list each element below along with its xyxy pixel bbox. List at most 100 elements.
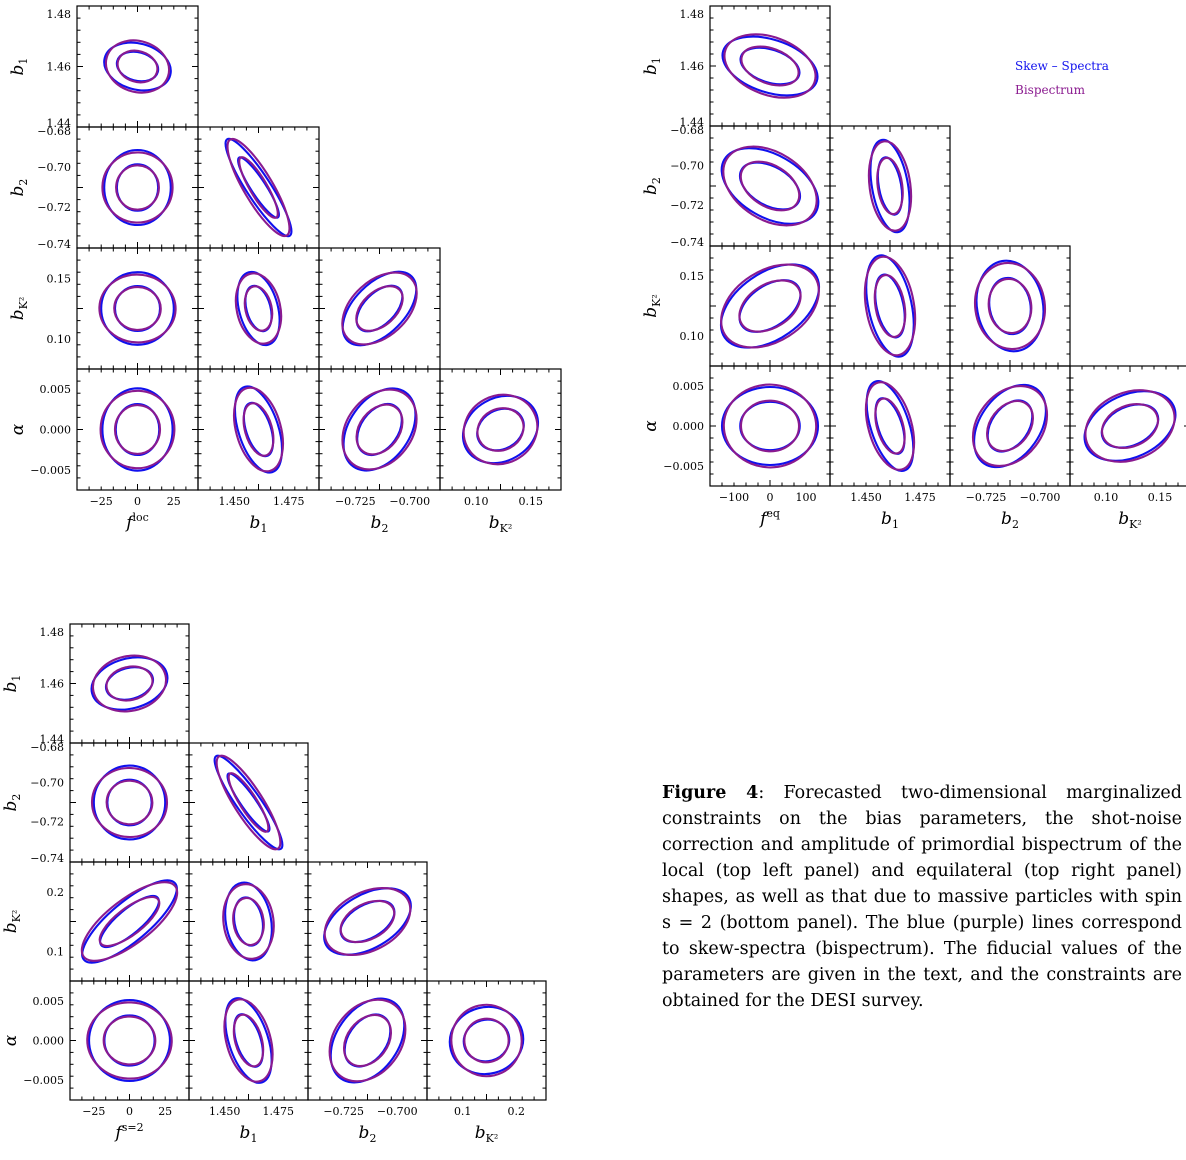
y-axis-label-main: α: [641, 420, 661, 432]
x-axis-label: floc: [124, 511, 149, 533]
contour-bispectrum: [738, 279, 802, 333]
y-axis-label: bK²: [1, 910, 23, 934]
x-tick-label: −0.725: [335, 495, 376, 508]
y-axis-label: b1: [1, 675, 23, 693]
y-axis-label: bK²: [641, 294, 663, 318]
contour-bispectrum: [323, 887, 412, 956]
contour-bispectrum: [1084, 389, 1176, 463]
x-tick-label: −0.700: [1020, 491, 1061, 504]
y-tick-label: −0.74: [670, 236, 704, 249]
contour-skew-spectra: [100, 271, 175, 346]
contour-bispectrum: [867, 140, 913, 232]
contour-skew-spectra: [462, 1018, 511, 1063]
x-axis-label-main: b: [475, 1123, 486, 1143]
contour-bispectrum: [341, 271, 418, 346]
panel-3-1: 1.450 1.475 b1: [829, 365, 951, 531]
contour-skew-spectra: [329, 997, 406, 1084]
contour-bispectrum: [226, 137, 291, 238]
x-tick-label: 1.475: [904, 491, 936, 504]
y-axis-label: b2: [641, 177, 663, 195]
contour-bispectrum: [973, 261, 1047, 351]
contour-skew-spectra: [720, 385, 820, 467]
y-tick-label: 0.1: [47, 945, 65, 958]
legend-skew-spectra: Skew – Spectra: [1015, 59, 1109, 73]
contour-skew-spectra: [224, 997, 273, 1084]
panel-1-0: −0.68 −0.70 −0.72 −0.74 b2: [641, 124, 831, 249]
panel-frame: [949, 365, 1071, 487]
x-axis-label-main: f: [113, 1123, 124, 1143]
contour-bispectrum: [101, 151, 174, 224]
y-axis-label-main: b: [641, 64, 661, 75]
x-axis-label-sub: 2: [1012, 518, 1019, 531]
panel-2-2: [318, 247, 441, 370]
panel-frame: [188, 861, 309, 982]
y-axis-label-main: b: [8, 65, 28, 76]
x-tick-label: 1.450: [219, 495, 251, 508]
contour-bispectrum: [986, 400, 1034, 452]
y-tick-label: 1.48: [680, 8, 705, 21]
y-tick-label: 0.005: [673, 380, 705, 393]
x-axis-label-sub: eq: [766, 507, 780, 520]
contour-skew-spectra: [721, 35, 819, 97]
x-tick-label: 0.10: [1094, 491, 1119, 504]
x-axis-label: b1: [881, 509, 899, 531]
panel-frame: [76, 368, 199, 491]
panel-frame: [709, 245, 831, 367]
y-tick-label: −0.72: [670, 199, 704, 212]
contour-skew-spectra: [103, 41, 172, 92]
contour-bispectrum: [463, 1017, 510, 1064]
x-axis-label: b2: [1001, 509, 1019, 531]
corner-plot-spin2: 1.481.461.44b1−0.68−0.70−0.72−0.74b20.20…: [1, 623, 547, 1145]
panel-1-0: −0.68 −0.70 −0.72 −0.74 b2: [8, 125, 199, 251]
contour-bispectrum: [113, 286, 162, 331]
y-axis-label-main: α: [1, 1034, 21, 1046]
x-axis-label-sub: 1: [250, 1132, 257, 1145]
x-tick-label: −25: [82, 1105, 105, 1118]
y-axis-label-sub: 2: [10, 794, 23, 801]
x-tick-label: 0.15: [1148, 491, 1173, 504]
contour-skew-spectra: [1083, 390, 1177, 462]
contour-bispectrum: [105, 665, 154, 702]
x-tick-label: 0: [126, 1105, 133, 1118]
panel-frame: [76, 5, 199, 128]
y-axis-label-sub: 1: [10, 675, 23, 682]
panel-0-0: 1.48 1.46 1.44 b1: [641, 5, 831, 129]
contour-bispectrum: [355, 403, 404, 456]
x-axis-label: b2: [371, 513, 389, 535]
y-tick-label: −0.68: [30, 741, 64, 754]
contour-skew-spectra: [719, 263, 821, 349]
panel-3-1: 1.450 1.475 b1: [188, 980, 309, 1145]
contour-skew-spectra: [92, 764, 167, 841]
y-tick-label: 0.000: [673, 420, 705, 433]
panel-frame: [76, 247, 199, 370]
corner-plot-equilateral: 1.481.461.44b1−0.68−0.70−0.72−0.74b20.15…: [641, 5, 1186, 531]
panel-frame: [197, 247, 320, 370]
contour-bispectrum: [222, 883, 275, 960]
contour-bispectrum: [98, 273, 177, 344]
y-tick-label: −0.70: [30, 776, 64, 789]
contour-bispectrum: [104, 39, 171, 94]
x-axis-label: bK²: [489, 513, 513, 535]
y-axis-label-sub: K²: [10, 910, 23, 923]
x-tick-label: −25: [90, 495, 113, 508]
contour-bispectrum: [215, 754, 282, 851]
contour-bispectrum: [116, 49, 159, 84]
panel-frame: [307, 980, 428, 1101]
y-tick-label: 1.44: [47, 117, 72, 130]
x-axis-label-sub: K²: [486, 1132, 499, 1145]
caption-text: : Forecasted two-dimensional marginalize…: [662, 783, 1182, 1011]
panel-0-0: 1.48 1.46 1.44 b1: [8, 5, 199, 130]
y-tick-label: 0.005: [33, 995, 65, 1008]
panel-2-2: [307, 861, 428, 982]
contour-bispectrum: [863, 255, 917, 357]
panel-0-0: 1.48 1.46 1.44 b1: [1, 623, 190, 746]
x-axis-label-main: b: [881, 509, 892, 529]
panel-frame: [188, 742, 309, 863]
contour-bispectrum: [98, 896, 161, 947]
contour-bispectrum: [113, 404, 162, 455]
contour-skew-spectra: [988, 276, 1032, 336]
y-tick-label: 1.46: [680, 60, 705, 73]
panel-1-1: [197, 126, 320, 249]
